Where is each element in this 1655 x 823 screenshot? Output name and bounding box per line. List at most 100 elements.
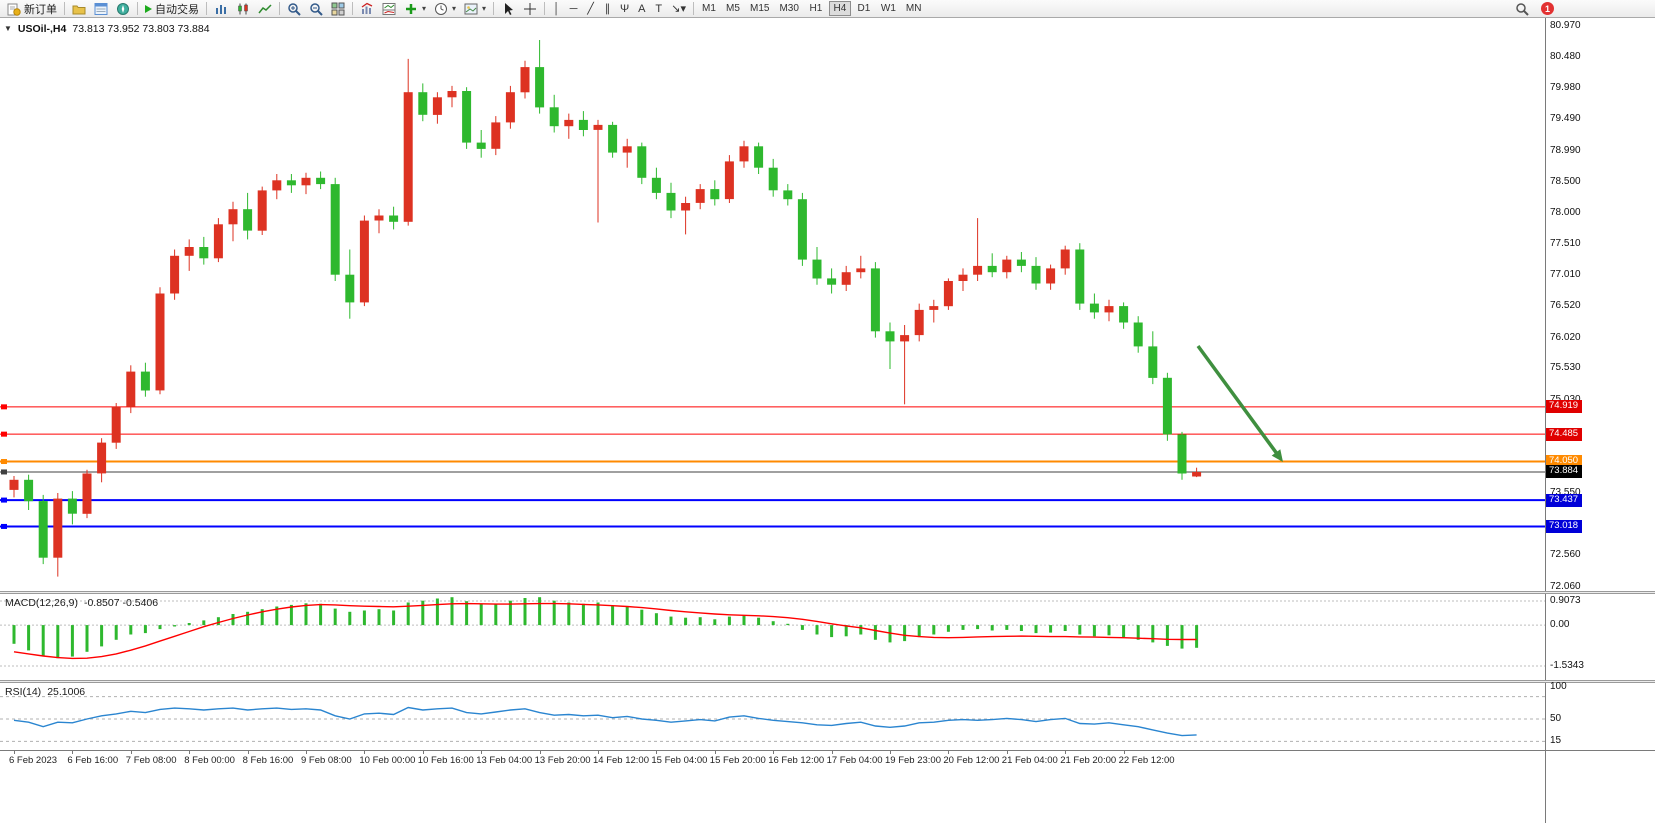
macd-label: MACD(12,26,9) -0.8507 -0.5406: [5, 597, 158, 609]
candlestick-chart-button[interactable]: [232, 1, 254, 17]
periods-button[interactable]: ▾: [430, 1, 460, 17]
charts-profile-button[interactable]: [68, 1, 90, 17]
indicator-windows-button[interactable]: [378, 1, 400, 17]
candle-body: [1075, 249, 1085, 304]
timeframe-w1[interactable]: W1: [877, 1, 900, 16]
time-tick: [72, 751, 74, 754]
line-chart-button[interactable]: [254, 1, 276, 17]
chevron-down-icon: ▾: [482, 4, 487, 13]
time-label: 9 Feb 08:00: [301, 755, 352, 766]
add-indicator-button[interactable]: ▾: [400, 1, 430, 17]
candle-body: [768, 167, 778, 191]
macd-canvas[interactable]: MACD(12,26,9) -0.8507 -0.5406: [0, 594, 1546, 680]
crosshair-button[interactable]: [519, 1, 541, 17]
bar-chart-button[interactable]: [210, 1, 232, 17]
hline-handle: [1, 469, 7, 475]
candlestick-chart[interactable]: [0, 18, 1545, 591]
price-badge: 73.018: [1546, 519, 1583, 533]
one-click-trading-toggle[interactable]: ▼: [4, 24, 12, 33]
candle-body: [593, 124, 603, 130]
drawing-tools-group: │ ─ ╱ ∥ Ψ A T ↘▾: [548, 1, 690, 17]
macd-chart[interactable]: [0, 594, 1545, 680]
macd-axis-tick: 0.00: [1550, 619, 1570, 631]
zoom-in-button[interactable]: [283, 1, 305, 17]
candle-body: [345, 274, 355, 303]
equidistant-channel-tool[interactable]: ∥: [599, 1, 616, 17]
time-label: 13 Feb 04:00: [476, 755, 533, 766]
timeframe-mn[interactable]: MN: [902, 1, 926, 16]
fibonacci-tool[interactable]: Ψ: [616, 1, 633, 17]
timeframe-h1[interactable]: H1: [805, 1, 827, 16]
notification-badge[interactable]: 1: [1541, 2, 1554, 15]
zoom-out-button[interactable]: [305, 1, 327, 17]
tile-windows-button[interactable]: [327, 1, 349, 17]
rsi-chart[interactable]: [0, 683, 1545, 750]
candle-body: [578, 119, 588, 130]
template-button[interactable]: ▾: [460, 1, 490, 17]
toolbar-right-zone: 1: [1511, 1, 1554, 17]
periods-clock-icon: [434, 2, 448, 16]
candle-body: [505, 92, 515, 123]
timeframe-h4[interactable]: H4: [828, 1, 851, 16]
separator: [352, 2, 353, 15]
timeframe-m1[interactable]: M1: [698, 1, 720, 16]
label-tool[interactable]: T: [650, 1, 667, 17]
time-label: 6 Feb 16:00: [67, 755, 119, 766]
time-label: 22 Feb 12:00: [1118, 755, 1175, 766]
vertical-line-tool[interactable]: │: [548, 1, 565, 17]
timeframe-m5[interactable]: M5: [722, 1, 744, 16]
candle-body: [286, 180, 296, 186]
toolbar: 新订单 自动交易 ▾ ▾ ▾ │ ─ ╱ ∥ Ψ A T ↘▾ M1 M5 M15 M30 H1 H4 D…: [0, 0, 1655, 18]
cursor-button[interactable]: [497, 1, 519, 17]
candle-body: [724, 161, 734, 200]
candle-body: [1192, 472, 1202, 477]
price-tick: 80.970: [1550, 20, 1581, 32]
candle-body: [637, 146, 647, 178]
autotrading-button[interactable]: 自动交易: [141, 1, 203, 17]
time-tick: [1123, 751, 1125, 754]
price-badge: 74.919: [1546, 400, 1583, 414]
price-badge: 73.884: [1546, 465, 1583, 479]
panel-splitter[interactable]: [0, 591, 1655, 594]
macd-axis[interactable]: 0.9073 0.00 -1.5343: [1546, 594, 1655, 680]
search-icon: [1515, 2, 1529, 16]
time-tick: [422, 751, 424, 754]
shapes-tool[interactable]: ↘▾: [667, 1, 690, 17]
price-axis[interactable]: 80.970 80.480 79.980 79.490 78.990 78.500 78.0…: [1546, 18, 1655, 592]
candle-body: [97, 442, 107, 474]
time-axis[interactable]: 6 Feb 2023 6 Feb 16:00 7 Feb 08:00 8 Feb 00…: [0, 751, 1546, 823]
candle-body: [681, 203, 691, 211]
navigator-button[interactable]: [112, 1, 134, 17]
rsi-canvas[interactable]: RSI(14) 25.1006: [0, 683, 1546, 750]
text-tool[interactable]: A: [633, 1, 650, 17]
timeframe-d1[interactable]: D1: [853, 1, 875, 16]
search-button[interactable]: [1511, 1, 1533, 17]
candlestick-chart-icon: [236, 2, 250, 16]
indicators-button[interactable]: [356, 1, 378, 17]
timeframe-m30[interactable]: M30: [775, 1, 802, 16]
price-tick: 79.490: [1550, 113, 1581, 125]
candle-body: [885, 331, 895, 342]
panel-splitter[interactable]: [0, 680, 1655, 683]
chevron-down-icon: ▾: [422, 4, 427, 13]
rsi-panel: RSI(14) 25.1006 100 50 15: [0, 681, 1655, 750]
candle-body: [359, 220, 369, 303]
time-label: 13 Feb 20:00: [534, 755, 591, 766]
horizontal-line-tool[interactable]: ─: [565, 1, 582, 17]
main-chart-canvas[interactable]: ▼ USOil-,H4 73.813 73.952 73.803 73.884: [0, 18, 1546, 591]
price-tick: 80.480: [1550, 51, 1581, 62]
candle-body: [1148, 346, 1158, 378]
market-watch-button[interactable]: [90, 1, 112, 17]
time-label: 14 Feb 12:00: [593, 755, 649, 766]
candle-body: [1016, 259, 1026, 266]
new-order-button[interactable]: 新订单: [3, 1, 61, 17]
time-tick: [1065, 751, 1067, 754]
chart-title: ▼ USOil-,H4 73.813 73.952 73.803 73.884: [4, 23, 210, 35]
price-tick: 75.530: [1550, 362, 1581, 374]
timeframe-m15[interactable]: M15: [746, 1, 773, 16]
trendline-tool[interactable]: ╱: [582, 1, 599, 17]
time-axis-corner: [1546, 751, 1655, 823]
candle-body: [9, 479, 19, 490]
candle-body: [856, 268, 866, 273]
rsi-axis[interactable]: 100 50 15: [1546, 681, 1655, 750]
